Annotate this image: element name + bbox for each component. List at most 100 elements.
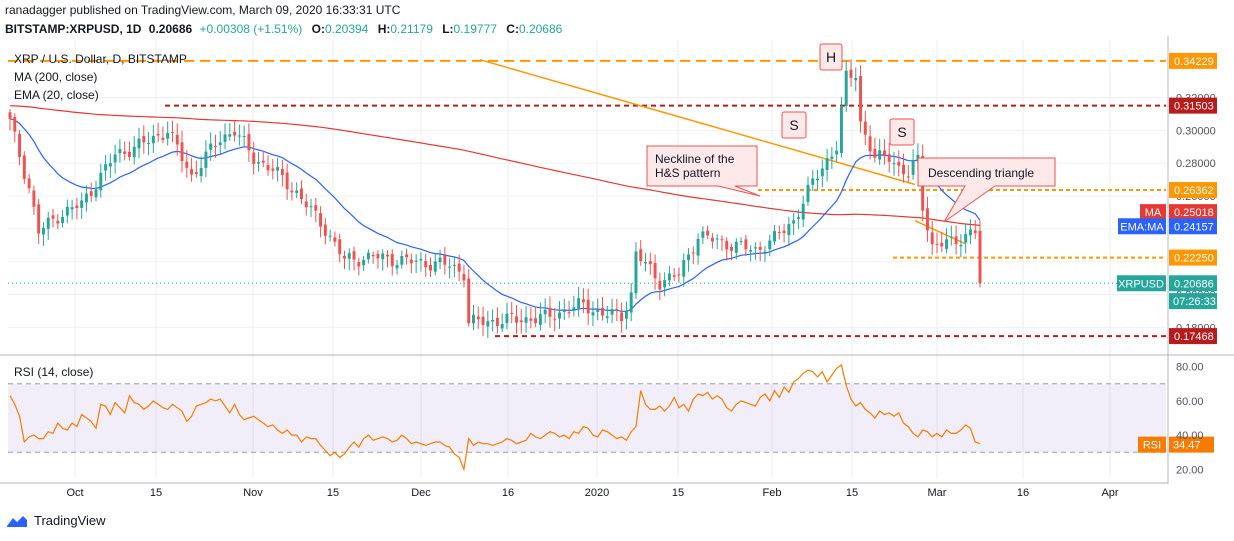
candle-body <box>725 240 729 250</box>
candle-body <box>844 70 848 107</box>
y-tick-label: 0.30000 <box>1176 125 1216 137</box>
symbol-tag-text: XRPUSD <box>1118 278 1164 290</box>
candle-body <box>601 307 604 316</box>
candle-body <box>849 69 853 78</box>
candle-body <box>70 207 74 210</box>
candle-body <box>319 213 323 227</box>
candle-body <box>945 239 949 249</box>
candle-body <box>386 254 389 257</box>
descending-trendline <box>479 58 916 186</box>
price-label-box <box>1169 52 1217 69</box>
last-price-box <box>1169 275 1217 292</box>
candle-body <box>18 134 22 157</box>
candle-body <box>715 238 719 240</box>
candle-body <box>558 312 561 319</box>
candle-body <box>443 255 447 265</box>
candle-body <box>567 312 571 314</box>
candle-body <box>400 256 404 265</box>
price-label-text: 0.22250 <box>1174 253 1214 265</box>
candle-body <box>973 230 977 234</box>
candle-body <box>233 131 237 136</box>
candle-body <box>242 136 246 138</box>
candle-body <box>429 264 432 271</box>
price-label-box <box>1169 97 1217 114</box>
candle-body <box>873 148 877 158</box>
price-level-lines <box>8 58 1166 338</box>
candle-body <box>887 154 891 162</box>
candle-body <box>591 312 595 316</box>
candle-body <box>170 132 174 134</box>
candle-body <box>935 243 939 245</box>
candle-body <box>204 151 208 168</box>
x-tick-label: 2020 <box>585 487 609 499</box>
candle-body <box>65 206 69 216</box>
candle-body <box>84 193 88 203</box>
candle-body <box>672 275 676 277</box>
candle-body <box>615 309 619 311</box>
high-value: 0.21179 <box>390 22 433 36</box>
ma-value-box <box>1169 204 1217 221</box>
candle-body <box>328 235 332 237</box>
candle-body <box>75 205 79 209</box>
candle-body <box>94 189 98 198</box>
symbol-label: BITSTAMP:XRPUSD, 1D <box>5 22 142 36</box>
candle-body <box>438 257 442 263</box>
candle-body <box>773 231 777 242</box>
candle-body <box>701 231 705 238</box>
candle-body <box>868 136 872 152</box>
candle-body <box>816 178 820 181</box>
candle-body <box>118 149 122 154</box>
candle-body <box>457 263 461 272</box>
candle-body <box>515 316 518 323</box>
x-tick-label: 15 <box>327 487 339 499</box>
candle-body <box>151 135 155 144</box>
candle-body <box>127 151 131 157</box>
low-value: 0.19777 <box>453 22 497 36</box>
candle-body <box>949 236 953 238</box>
candle-body <box>906 176 910 178</box>
tradingview-logo-icon <box>7 515 27 527</box>
rsi-name-tag <box>1138 436 1166 453</box>
left-shoulder-label-box <box>781 111 807 139</box>
candle-body <box>472 314 475 324</box>
candle-body <box>620 312 624 322</box>
rsi-legend: RSI (14, close) <box>14 365 94 379</box>
candle-body <box>486 321 490 327</box>
candle-body <box>8 112 12 119</box>
change-value: +0.00308 (+1.51%) <box>199 22 303 36</box>
candle-body <box>749 250 753 252</box>
right-shoulder-label-text: S <box>897 124 906 140</box>
candle-body <box>347 253 351 259</box>
low-label: L: <box>442 22 454 36</box>
candle-body <box>639 249 643 262</box>
candle-body <box>892 163 896 165</box>
candle-body <box>80 200 84 208</box>
candle-body <box>706 230 710 236</box>
triangle-note-box <box>917 157 1056 223</box>
candle-body <box>37 204 41 234</box>
high-label: H: <box>377 22 391 36</box>
chart-legend-title: XRP / U.S. Dollar, D, BITSTAMP <box>14 52 187 66</box>
candle-body <box>505 313 509 323</box>
candle-body <box>730 246 734 251</box>
candle-body <box>782 230 786 234</box>
candle-body <box>366 252 370 260</box>
ema-value-text: 0.24157 <box>1174 221 1214 233</box>
price-label-text: 0.31503 <box>1174 101 1214 113</box>
candle-body <box>682 259 686 277</box>
candle-body <box>978 230 982 284</box>
rsi-tick-label: 60.00 <box>1176 396 1204 408</box>
candle-body <box>519 320 523 323</box>
candle-body <box>954 236 958 245</box>
candle-body <box>390 254 394 267</box>
candle-body <box>634 251 638 294</box>
candle-body <box>285 172 289 190</box>
price-label-box <box>1169 328 1217 345</box>
candle-body <box>524 317 528 323</box>
candle-body <box>180 142 184 162</box>
candle-body <box>835 150 839 155</box>
candle-body <box>586 299 590 314</box>
candle-body <box>223 134 227 142</box>
candle-body <box>648 261 652 265</box>
candle-body <box>644 261 647 264</box>
